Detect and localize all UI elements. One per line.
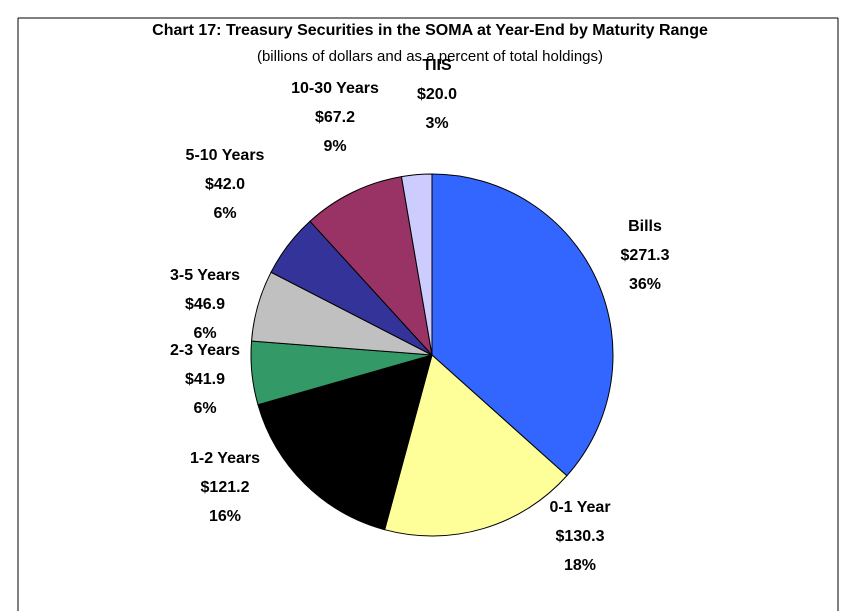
pie-slice bbox=[257, 354, 433, 531]
percent-label: 9% bbox=[323, 138, 346, 155]
value-label: $41.9 bbox=[185, 371, 225, 388]
percent-label: 3% bbox=[425, 115, 448, 132]
percent-label: 36% bbox=[629, 276, 661, 293]
value-label: $20.0 bbox=[417, 86, 457, 103]
slice-label: Bills bbox=[628, 218, 662, 235]
pie-slice bbox=[400, 173, 433, 356]
chart-subtitle: (billions of dollars and as a percent of… bbox=[257, 48, 603, 65]
slice-label: 1-2 Years bbox=[190, 450, 260, 467]
value-label: $46.9 bbox=[185, 296, 225, 313]
pie-slice bbox=[384, 354, 568, 537]
percent-label: 6% bbox=[193, 400, 216, 417]
value-label: $271.3 bbox=[621, 247, 670, 264]
slice-label: 3-5 Years bbox=[170, 267, 240, 284]
percent-label: 6% bbox=[213, 205, 236, 222]
slice-label: 2-3 Years bbox=[170, 342, 240, 359]
value-label: $130.3 bbox=[556, 528, 605, 545]
percent-label: 18% bbox=[564, 557, 596, 574]
value-label: $67.2 bbox=[315, 109, 355, 126]
slice-label: 0-1 Year bbox=[549, 499, 610, 516]
chart-title: Chart 17: Treasury Securities in the SOM… bbox=[152, 22, 708, 39]
value-label: $42.0 bbox=[205, 176, 245, 193]
value-label: $121.2 bbox=[201, 479, 250, 496]
pie-slice bbox=[431, 173, 614, 477]
pie-slice bbox=[309, 176, 433, 357]
slice-label: TIIS bbox=[422, 57, 452, 74]
slice-label: 5-10 Years bbox=[186, 147, 265, 164]
percent-label: 6% bbox=[193, 325, 216, 342]
percent-label: 16% bbox=[209, 508, 241, 525]
slice-label: 10-30 Years bbox=[291, 80, 379, 97]
